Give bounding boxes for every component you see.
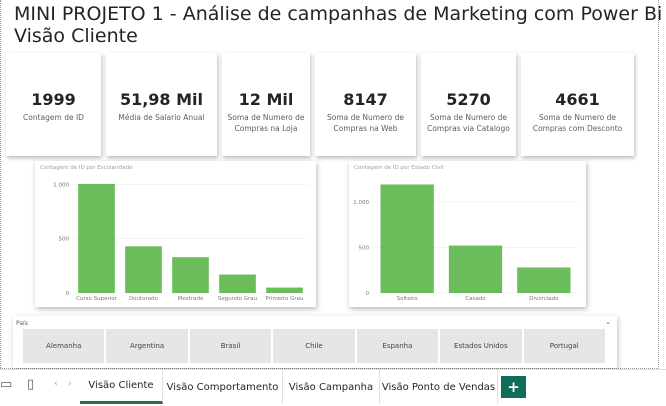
kpi-value: 4661	[555, 90, 600, 109]
slicer-item[interactable]: Estados Unidos	[440, 329, 522, 363]
canvas-border	[0, 0, 2, 368]
add-page-button[interactable]: +	[501, 376, 526, 398]
kpi-label: Média de Salario Anual	[118, 113, 205, 122]
bar	[125, 246, 162, 293]
kpi-card-contagem-id[interactable]: 1999 Contagem de ID	[6, 53, 101, 156]
y-tick-label: 1.000	[353, 200, 369, 206]
x-tick-label: Solteiro	[397, 296, 419, 302]
chart-estado-civil[interactable]: Contagem de ID por Estado Civil 1.000 500 0…	[349, 161, 586, 307]
bar	[219, 274, 256, 293]
kpi-card-salario[interactable]: 51,98 Mil Média de Salario Anual	[106, 53, 217, 156]
kpi-value: 12 Mil	[238, 90, 294, 109]
chart-estado-civil-svg: Contagem de ID por Estado Civil 1.000 500 0…	[353, 165, 578, 302]
x-tick-label: Divorciado	[529, 296, 559, 302]
x-tick-label: Curso Superior	[76, 296, 118, 302]
chart-title: Contagem de ID por Estado Civil	[354, 165, 444, 171]
tab-visao-campanha[interactable]: Visão Campanha	[283, 370, 380, 404]
x-tick-label: Segundo Grau	[218, 296, 257, 302]
kpi-label: Soma de Numero de Compras na Web	[327, 113, 404, 133]
tab-visao-comportamento[interactable]: Visão Comportamento	[163, 370, 283, 404]
tab-visao-ponto-de-vendas[interactable]: Visão Ponto de Vendas	[380, 370, 498, 404]
bar	[517, 267, 571, 293]
mobile-view-icon[interactable]: ▯	[27, 377, 35, 392]
kpi-card-compras-web[interactable]: 8147 Soma de Numero de Compras na Web	[315, 53, 416, 156]
chevron-right-icon[interactable]: ›	[68, 379, 72, 389]
kpi-label: Soma de Numero de Compras com Desconto	[532, 113, 623, 133]
slicer-item[interactable]: Chile	[273, 329, 355, 363]
x-tick-label: Primeiro Grau	[266, 296, 304, 302]
slicer-item[interactable]: Argentina	[106, 329, 188, 363]
report-title: MINI PROJETO 1 - Análise de campanhas de…	[14, 3, 663, 25]
y-tick-label: 0	[66, 291, 70, 297]
kpi-label: Contagem de ID	[23, 113, 84, 122]
kpi-card-compras-desconto[interactable]: 4661 Soma de Numero de Compras com Desco…	[521, 53, 634, 156]
y-tick-label: 1.000	[53, 182, 69, 188]
kpi-card-compras-loja[interactable]: 12 Mil Soma de Numero de Compras na Loja	[222, 53, 310, 156]
kpi-value: 8147	[343, 90, 388, 109]
slicer-items: Alemanha Argentina Brasil Chile Espanha …	[23, 329, 605, 363]
x-tick-label: Doutorado	[129, 296, 159, 302]
bar	[172, 257, 209, 293]
kpi-label: Soma de Numero de Compras via Catalogo	[427, 113, 510, 133]
y-tick-label: 500	[359, 245, 370, 251]
page-navigation-bar: ▭ ▯ ‹ › Visão Cliente Visão Comportament…	[0, 369, 666, 406]
bar	[266, 287, 303, 293]
kpi-value: 51,98 Mil	[119, 90, 204, 109]
chart-escolaridade[interactable]: Contagem de ID por Escolaridade 1.000 500 0…	[35, 161, 316, 307]
chart-title: Contagem de ID por Escolaridade	[40, 165, 133, 171]
chart-escolaridade-svg: Contagem de ID por Escolaridade 1.000 500 0…	[40, 165, 308, 302]
slicer-item[interactable]: Espanha	[356, 329, 439, 363]
tab-visao-cliente[interactable]: Visão Cliente	[80, 370, 163, 404]
pais-slicer[interactable]: País ⌄ Alemanha Argentina Brasil Chile E…	[13, 316, 617, 368]
bar	[78, 183, 115, 293]
y-tick-label: 0	[366, 291, 370, 297]
kpi-value: 1999	[31, 90, 76, 109]
chevron-left-icon[interactable]: ‹	[54, 379, 58, 389]
x-tick-label: Casado	[465, 296, 486, 302]
slicer-item[interactable]: Alemanha	[23, 329, 105, 363]
y-tick-label: 500	[59, 237, 70, 243]
bar	[380, 184, 434, 293]
page-subtitle: Visão Cliente	[14, 25, 138, 47]
slicer-title: País	[16, 320, 28, 327]
slicer-item[interactable]: Portugal	[523, 329, 605, 363]
slicer-item[interactable]: Brasil	[189, 329, 272, 363]
kpi-value: 5270	[446, 90, 491, 109]
desktop-view-icon[interactable]: ▭	[0, 377, 13, 392]
x-tick-label: Mestrado	[178, 296, 204, 302]
kpi-card-compras-catalogo[interactable]: 5270 Soma de Numero de Compras via Catal…	[421, 53, 516, 156]
bar	[448, 245, 503, 293]
kpi-label: Soma de Numero de Compras na Loja	[227, 113, 305, 133]
chevron-down-icon[interactable]: ⌄	[605, 318, 611, 326]
